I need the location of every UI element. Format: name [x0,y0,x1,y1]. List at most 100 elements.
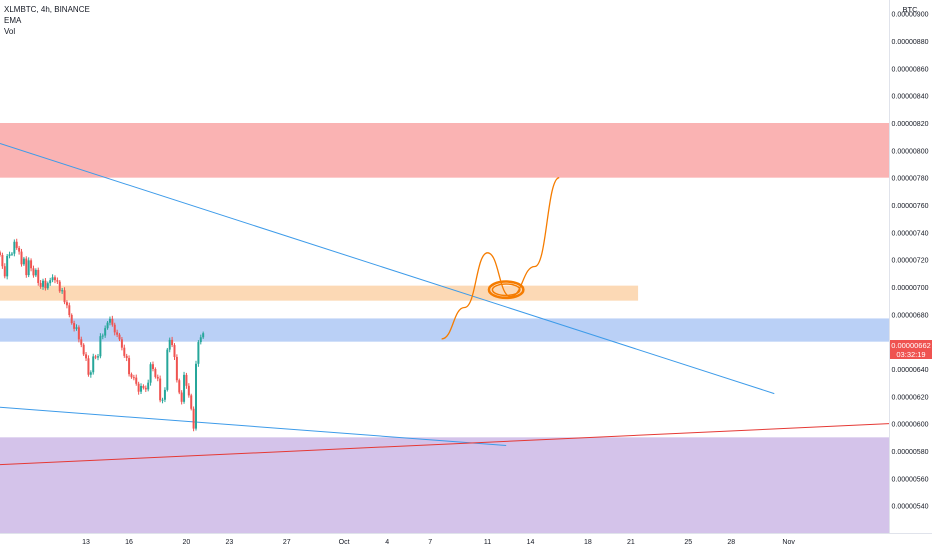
price-axis[interactable]: BTC 0.00000900 0.00000880 0.00000860 0.0000… [889,0,929,533]
time-tick-label: 21 [627,539,635,546]
candle [156,374,159,382]
time-tick-label: 28 [727,539,735,546]
candle [187,383,190,398]
candle-body [46,283,49,289]
candle [108,316,111,326]
candle-body [99,336,102,357]
trendline-rising-support [0,423,890,466]
price-tick-label: 0.00000740 [892,230,929,237]
candle-body [42,280,45,287]
candle [53,275,56,284]
candle-body [106,322,109,329]
candle-body [8,254,11,256]
candle [27,257,30,278]
candle [128,355,131,377]
zone-support [0,318,889,342]
candle [80,336,83,348]
projection-target-ellipse-inner [491,283,521,297]
candle [34,268,37,278]
candle-body [183,374,186,402]
candle-body [195,363,198,429]
candle-body [154,369,157,377]
price-tick-label: 0.00000560 [892,476,929,483]
time-tick-label: 23 [226,539,234,546]
candle [73,320,76,332]
candle-body [89,372,92,375]
ema-indicator-label[interactable]: EMA [4,16,22,25]
candle [87,355,90,377]
time-tick-label: 20 [183,539,191,546]
projection-layer [441,177,560,340]
candle-body [92,356,95,373]
time-tick-label: 7 [428,539,432,546]
time-tick-label: 18 [584,539,592,546]
candle-body [82,344,85,355]
vol-indicator-label[interactable]: Vol [4,27,16,36]
candle-body [68,305,71,316]
candle-body [56,280,59,282]
candle-body [53,277,56,281]
candle [106,321,109,330]
price-tick-label: 0.00000600 [892,422,929,429]
candle-body [1,255,4,267]
price-tick-label: 0.00000620 [892,394,929,401]
candle-body [49,280,52,284]
candle [123,344,126,358]
price-tick-label: 0.00000840 [892,94,929,101]
candle [163,387,166,403]
candle [120,337,123,351]
time-axis[interactable]: 13 16 20 23 27 Oct 4 7 11 14 18 21 25 28 Nov [0,533,932,547]
candle [13,239,16,257]
candle [171,336,174,348]
candle-body [135,377,138,384]
candle-body [171,339,174,346]
candle-body [58,281,61,292]
candle-body [39,283,42,287]
candle [180,390,183,405]
candle-body [173,345,176,357]
candle [39,280,42,289]
candle-body [10,253,13,255]
price-tick-label: 0.00000680 [892,312,929,319]
candle-body [30,260,33,269]
candle [32,265,35,278]
candle [85,352,88,362]
candle [130,372,133,379]
candle [135,374,138,386]
candle-body [180,392,183,402]
candle-body [163,389,166,400]
candle-body [140,385,143,392]
candle [183,371,186,404]
candle [51,274,54,283]
candle [0,250,1,257]
candle [195,360,198,431]
candle-body [151,364,154,369]
candle [104,325,107,338]
symbol-label[interactable]: XLMBTC, 4h, BINANCE [4,5,90,14]
candle [147,379,150,392]
candle [22,256,25,266]
candle [142,384,145,390]
candle-body [159,378,162,401]
price-tick-label: 0.00000820 [892,121,929,128]
candle-body [51,277,54,281]
candle-body [94,356,97,358]
time-tick-label: 16 [125,539,133,546]
time-tick-label: 4 [385,539,389,546]
candle [161,397,164,404]
candle-body [161,399,164,401]
candle [8,251,11,259]
candle [61,287,64,294]
candle-body [63,290,66,303]
candle [82,343,85,357]
candle-body [116,332,119,335]
candle-body [130,374,133,378]
candle-body [22,258,25,265]
candle-body [27,260,30,276]
candle-body [199,337,202,343]
candle [125,353,128,362]
trendline-descending-resistance [0,143,775,395]
time-tick-label: 14 [527,539,535,546]
